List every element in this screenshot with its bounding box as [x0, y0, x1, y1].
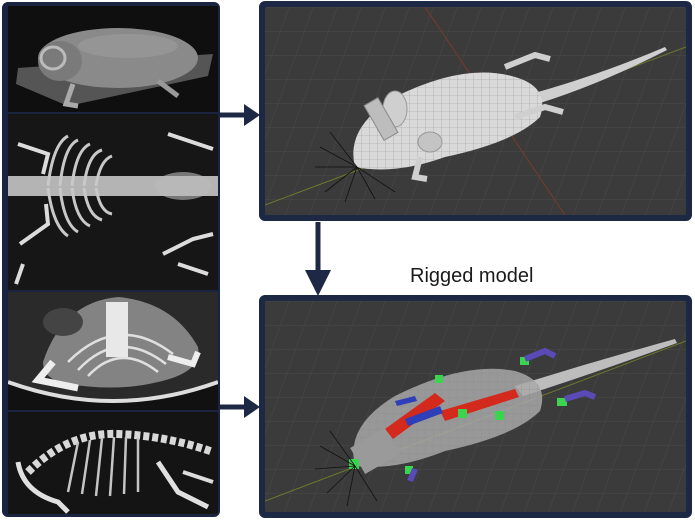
- ct-skeleton-axial-panel: [8, 292, 218, 410]
- mouse-mesh: [353, 47, 667, 182]
- ct-skeleton-dorsal-panel: [8, 114, 218, 290]
- ct-skeleton-lateral-panel: [8, 412, 218, 514]
- rigged-model-label: Rigged model: [410, 265, 534, 287]
- whiskers: [315, 131, 396, 203]
- ct-surface-render-panel: [8, 6, 218, 112]
- rigged-whiskers: [314, 430, 378, 507]
- ct-skeleton-dorsal-image: [8, 114, 218, 290]
- mesh-model-viewport: [259, 1, 692, 221]
- rigged-model-viewport: [259, 295, 692, 518]
- bone-rig: [349, 347, 597, 483]
- mesh-model-render: [265, 7, 686, 215]
- rigged-model-render: [265, 301, 686, 512]
- ct-skeleton-lateral-image: [8, 412, 218, 514]
- ct-surface-render-image: [8, 6, 218, 112]
- ct-skeleton-axial-image: [8, 292, 218, 410]
- arrow-down-icon: [305, 222, 331, 296]
- ct-scan-strip: [2, 2, 220, 517]
- arrow-to-mesh-icon: [220, 104, 260, 126]
- arrow-to-rig-icon: [220, 396, 260, 418]
